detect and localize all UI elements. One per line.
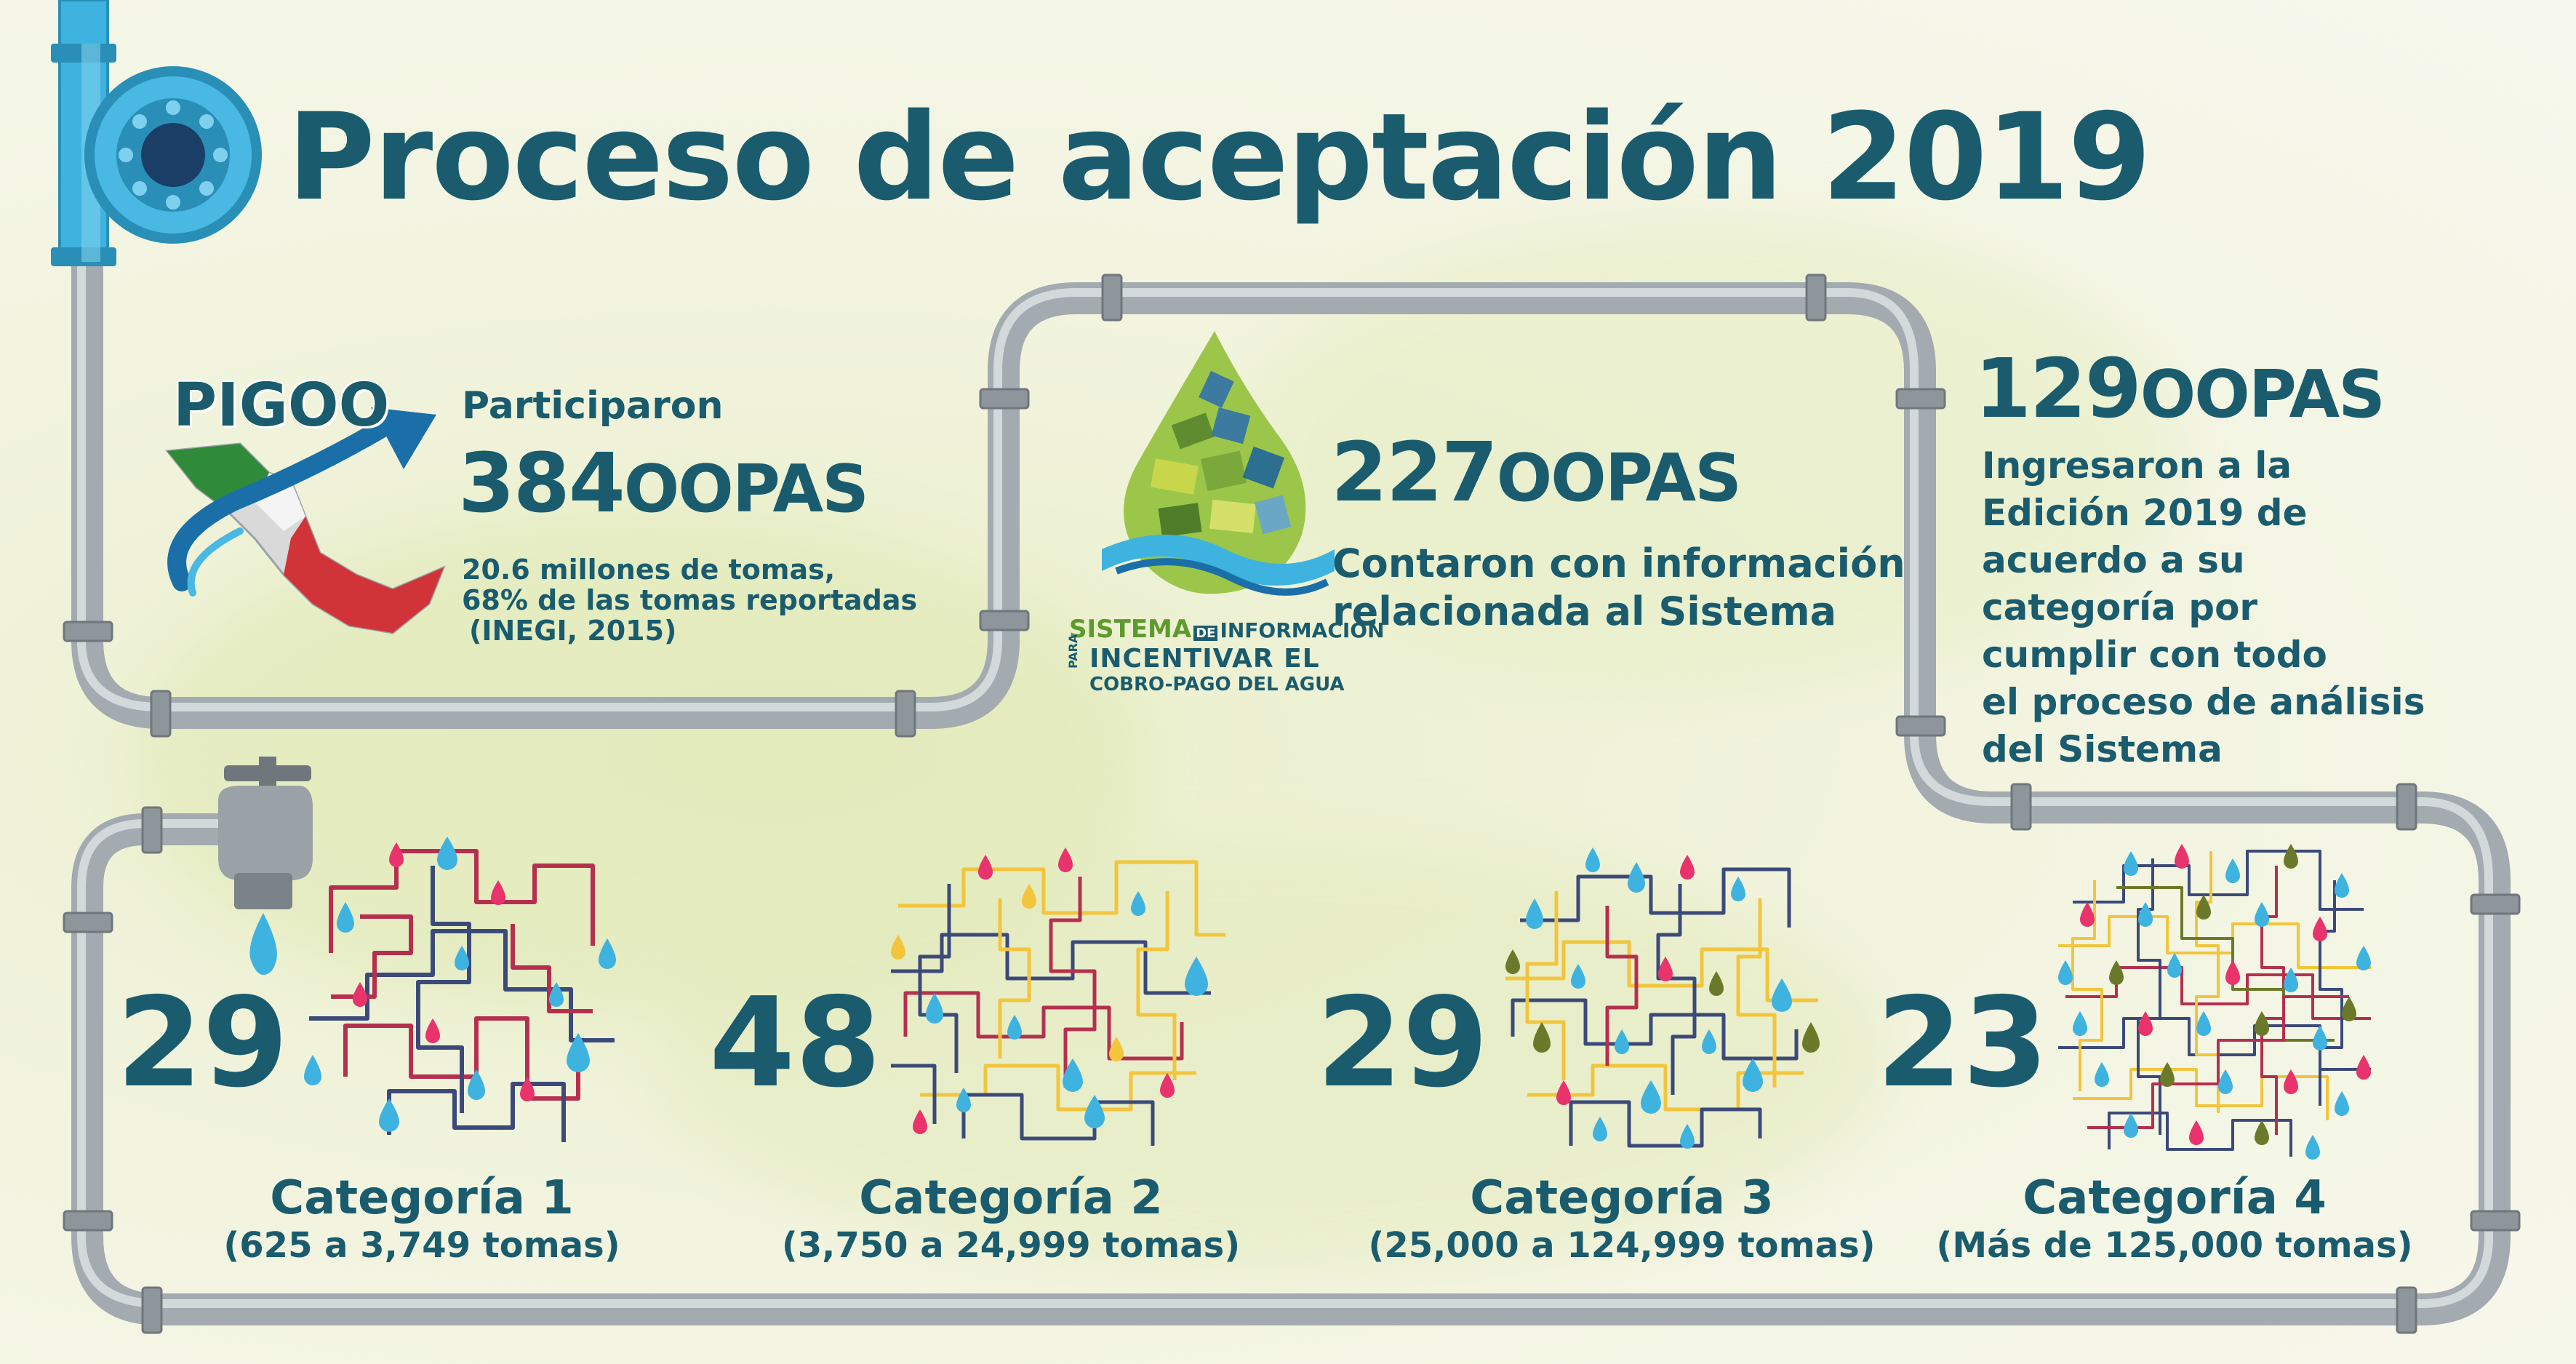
category-3-name: Categoría 3 (1470, 1171, 1774, 1225)
sistema-logo-word: COBRO-PAGO DEL AGUA (1089, 674, 1345, 695)
sistema-count: 227OOPAS (1331, 426, 1742, 520)
category-2-network-graphic (891, 847, 1225, 1146)
pigoo-logo-text: PIGOO (173, 371, 390, 440)
category-4-label: Categoría 4 (Más de 125,000 tomas) (1905, 1171, 2444, 1266)
category-4-count: 23 (1876, 971, 2049, 1115)
sistema-logo-word: INFORMACIÓN (1220, 618, 1385, 642)
ingresaron-description: Ingresaron a la Edición 2019 de acuerdo … (1982, 442, 2425, 773)
pigoo-note: 20.6 millones de tomas, 68% de las tomas… (462, 554, 917, 646)
sistema-logo-word: INCENTIVAR EL (1089, 644, 1320, 674)
page-title: Proceso de aceptación 2019 (287, 87, 2151, 227)
sistema-desc-line: relacionada al Sistema (1332, 589, 1837, 634)
category-3-count: 29 (1316, 971, 1489, 1115)
sistema-count-unit: OOPAS (1496, 440, 1742, 517)
participated-label: Participaron (462, 384, 724, 428)
sistema-logo-text: SISTEMA DE INFORMACIÓN PARA INCENTIVAR EL … (1066, 615, 1385, 695)
ingresaron-line: del Sistema (1982, 728, 2223, 770)
category-2-label: Categoría 2 (3,750 a 24,999 tomas) (749, 1171, 1273, 1266)
category-1-label: Categoría 1 (625 a 3,749 tomas) (189, 1171, 655, 1266)
category-1-name: Categoría 1 (270, 1171, 574, 1225)
category-3-label: Categoría 3 (25,000 a 124,999 tomas) (1331, 1171, 1913, 1266)
category-1-count: 29 (116, 971, 289, 1115)
sistema-logo-line: SISTEMA DE INFORMACIÓN (1069, 615, 1385, 644)
participated-count-unit: OOPAS (623, 451, 869, 527)
sistema-logo-word: SISTEMA (1069, 615, 1192, 644)
ingresaron-count-unit: OOPAS (2140, 356, 2385, 433)
sistema-logo-para: PARA (1066, 634, 1080, 669)
sistema-description: Contaron con información relacionada al … (1332, 540, 1905, 636)
category-1-range: (625 a 3,749 tomas) (223, 1225, 620, 1266)
sistema-logo-word: DE (1193, 626, 1218, 641)
ingresaron-count: 129OOPAS (1975, 342, 2385, 436)
sistema-logo-line: COBRO-PAGO DEL AGUA (1069, 674, 1345, 695)
participated-count-number: 384 (458, 436, 625, 531)
ingresaron-line: Edición 2019 de (1982, 492, 2308, 534)
sistema-count-number: 227 (1331, 426, 1498, 520)
category-2-name: Categoría 2 (859, 1171, 1163, 1225)
ingresaron-line: cumplir con todo (1982, 634, 2327, 676)
pigoo-note-line: 68% de las tomas reportadas (462, 584, 918, 616)
pigoo-logo (165, 407, 446, 634)
ingresaron-line: acuerdo a su (1982, 539, 2245, 581)
category-3-range: (25,000 a 124,999 tomas) (1368, 1225, 1876, 1266)
pigoo-note-line: 20.6 millones de tomas, (462, 554, 836, 586)
category-1-network-graphic (304, 837, 616, 1142)
background-wash (655, 837, 1891, 1273)
ingresaron-count-number: 129 (1975, 342, 2142, 436)
participated-count: 384OOPAS (458, 436, 869, 531)
category-4-name: Categoría 4 (2023, 1171, 2327, 1225)
sistema-desc-line: Contaron con información (1332, 541, 1905, 586)
category-2-range: (3,750 a 24,999 tomas) (781, 1225, 1241, 1266)
category-4-network-graphic (2058, 844, 2371, 1160)
ingresaron-line: categoría por (1982, 586, 2258, 629)
category-2-count: 48 (709, 971, 881, 1115)
ingresaron-line: Ingresaron a la (1982, 444, 2292, 487)
sistema-drop-logo (1102, 331, 1335, 596)
ingresaron-line: el proceso de análisis (1982, 681, 2425, 723)
pigoo-note-line: (INEGI, 2015) (469, 615, 677, 647)
category-4-range: (Más de 125,000 tomas) (1936, 1225, 2413, 1266)
category-3-network-graphic (1505, 847, 1820, 1149)
sistema-logo-line: PARA INCENTIVAR EL (1066, 634, 1331, 674)
